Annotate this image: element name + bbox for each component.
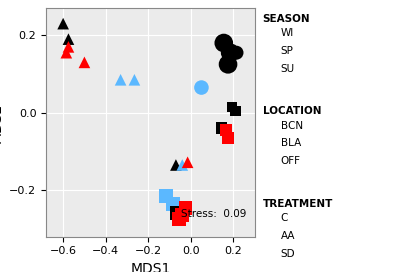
Point: [225, 136, 231, 140]
Point: [223, 128, 229, 132]
Text: SD: SD: [281, 249, 295, 258]
Point: [60, 21, 66, 26]
Y-axis label: MDS2: MDS2: [0, 102, 4, 143]
Text: BCN: BCN: [281, 121, 303, 131]
Point: [179, 163, 186, 167]
Text: LOCATION: LOCATION: [263, 106, 321, 116]
Point: [257, 219, 264, 224]
Point: [221, 41, 227, 45]
Point: [170, 202, 176, 206]
Point: [257, 144, 264, 149]
Text: SU: SU: [281, 64, 295, 73]
Point: [174, 211, 180, 216]
Point: [131, 78, 138, 82]
Point: [198, 85, 205, 90]
Point: [225, 62, 231, 66]
Point: [257, 255, 264, 259]
Point: [81, 60, 88, 64]
Text: AA: AA: [281, 231, 295, 241]
Point: [232, 109, 239, 113]
Point: [233, 51, 240, 55]
Point: [219, 126, 225, 130]
Point: [179, 213, 186, 218]
Point: [117, 78, 124, 82]
Text: Stress:  0.09: Stress: 0.09: [181, 209, 246, 219]
Text: C: C: [281, 213, 288, 223]
Point: [257, 237, 264, 241]
Text: WI: WI: [281, 28, 294, 38]
Point: [257, 127, 264, 131]
Text: TREATMENT: TREATMENT: [263, 199, 333, 209]
Point: [176, 217, 182, 221]
Point: [65, 37, 72, 41]
Text: OFF: OFF: [281, 156, 301, 166]
Point: [163, 194, 170, 198]
Point: [257, 162, 264, 166]
Text: SEASON: SEASON: [263, 14, 310, 24]
X-axis label: MDS1: MDS1: [130, 262, 170, 272]
Point: [65, 45, 72, 49]
Point: [227, 51, 233, 55]
Text: SP: SP: [281, 46, 294, 56]
Point: [182, 205, 189, 210]
Point: [63, 51, 69, 55]
Point: [257, 52, 264, 56]
Point: [257, 34, 264, 39]
Point: [173, 163, 179, 167]
Text: BLA: BLA: [281, 138, 301, 148]
Point: [229, 105, 235, 109]
Point: [184, 160, 191, 165]
Point: [257, 69, 264, 74]
